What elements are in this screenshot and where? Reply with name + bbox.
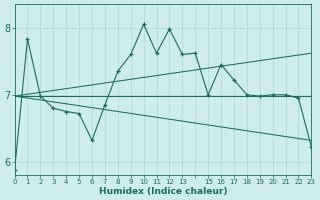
X-axis label: Humidex (Indice chaleur): Humidex (Indice chaleur) <box>99 187 227 196</box>
